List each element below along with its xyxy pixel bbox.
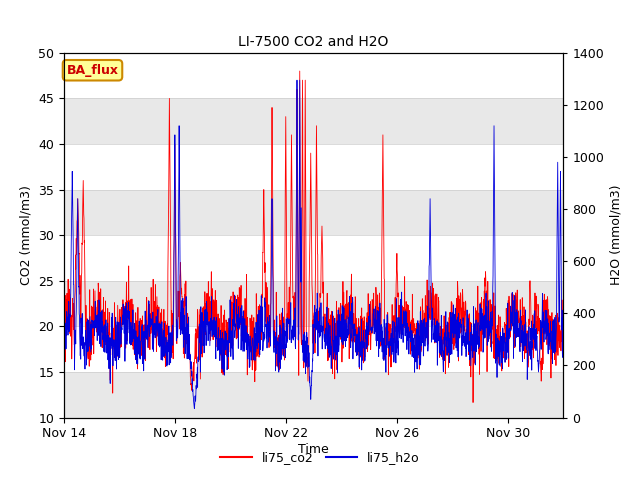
Bar (64, 281, 563, 326)
Bar (64, 98, 563, 144)
Bar (64, 372, 563, 418)
Bar (64, 190, 563, 235)
Legend: li75_co2, li75_h2o: li75_co2, li75_h2o (215, 446, 425, 469)
Text: BA_flux: BA_flux (67, 64, 118, 77)
Y-axis label: CO2 (mmol/m3): CO2 (mmol/m3) (20, 185, 33, 285)
Title: LI-7500 CO2 and H2O: LI-7500 CO2 and H2O (239, 35, 388, 49)
Y-axis label: H2O (mmol/m3): H2O (mmol/m3) (610, 185, 623, 286)
X-axis label: Time: Time (298, 443, 329, 456)
